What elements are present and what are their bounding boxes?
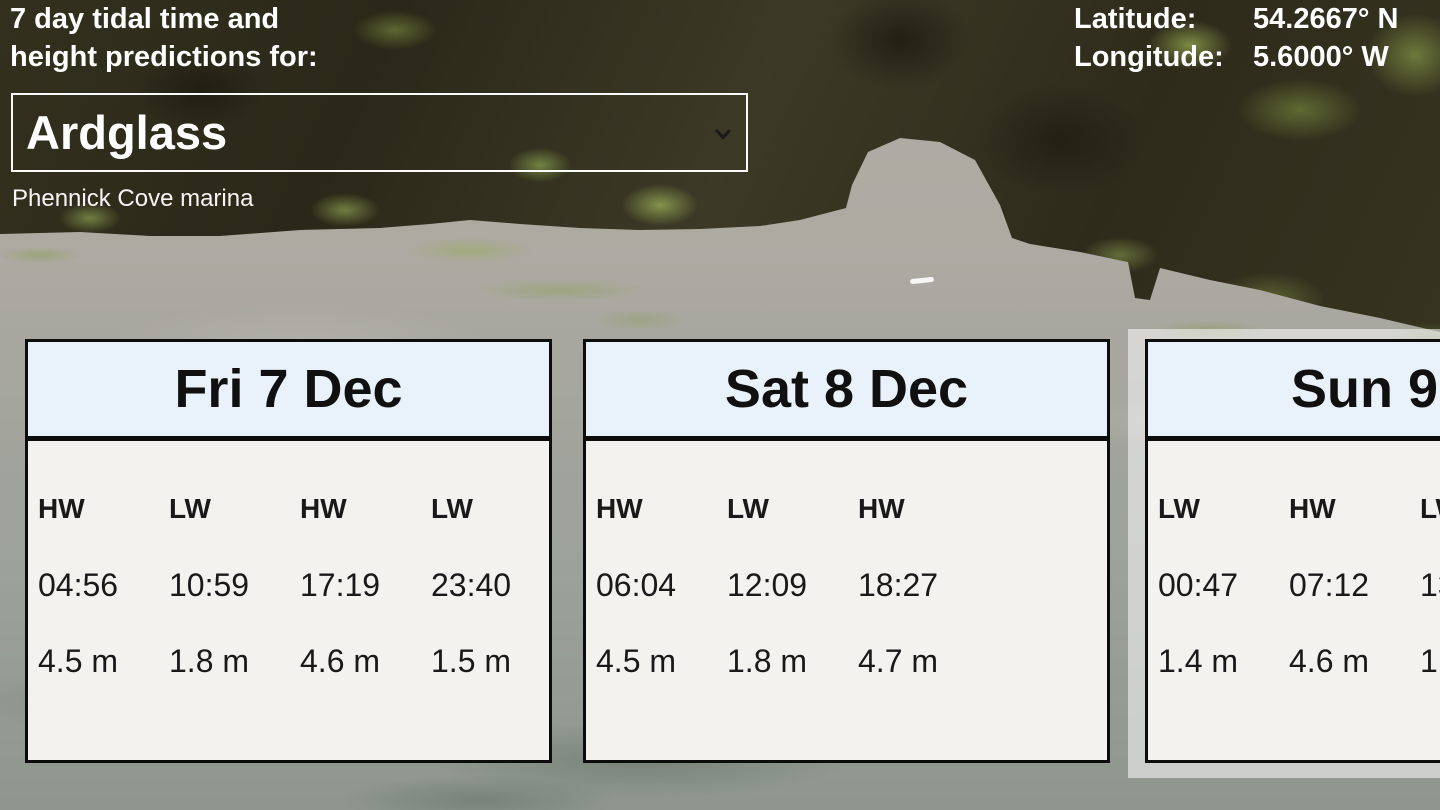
tide-card[interactable]: Sat 8 Dec HW LW HW 06:04 12:09 18:27 4.5… <box>583 339 1110 763</box>
tide-type-row: LW HW LW <box>1158 495 1440 523</box>
tide-height: 1.5 m <box>431 643 512 679</box>
tide-card[interactable]: Sun 9 LW HW LW 00:47 07:12 13 1.4 m 4.6 … <box>1145 339 1440 763</box>
tide-time: 00:47 <box>1158 567 1239 603</box>
station-dropdown-value: Ardglass <box>26 106 228 159</box>
coordinates: Latitude: 54.2667° N Longitude: 5.6000° … <box>1074 0 1398 76</box>
card-date-text: Sun 9 <box>1291 359 1439 419</box>
tide-height: 1.4 m <box>1158 643 1239 679</box>
tide-height: 1.8 m <box>169 643 250 679</box>
card-table: LW HW LW 00:47 07:12 13 1.4 m 4.6 m 1. <box>1148 441 1440 678</box>
tide-time: 23:40 <box>431 567 512 603</box>
tide-type: LW <box>1420 493 1440 524</box>
card-date: Sun 9 <box>1148 342 1440 441</box>
latitude-label: Latitude: <box>1074 3 1197 35</box>
tide-time: 06:04 <box>596 567 677 603</box>
tide-height: 1.8 m <box>727 643 808 679</box>
tide-height: 4.6 m <box>1289 643 1370 679</box>
tide-type: LW <box>431 493 473 524</box>
page-title-line1: 7 day tidal time and <box>10 3 280 35</box>
latitude-value: 54.2667° N <box>1253 3 1399 35</box>
tide-type: HW <box>38 493 85 524</box>
tide-height: 4.5 m <box>38 643 119 679</box>
card-table: HW LW HW LW 04:56 10:59 17:19 23:40 4.5 … <box>28 441 549 678</box>
tide-time: 04:56 <box>38 567 119 603</box>
station-subtitle: Phennick Cove marina <box>12 185 254 212</box>
tide-height-row: 4.5 m 1.8 m 4.6 m 1.5 m <box>38 645 549 677</box>
tide-time: 13 <box>1420 567 1440 603</box>
tide-height: 4.5 m <box>596 643 677 679</box>
tide-time-row: 00:47 07:12 13 <box>1158 569 1440 601</box>
tide-height: 4.7 m <box>858 643 939 679</box>
tide-card[interactable]: Fri 7 Dec HW LW HW LW 04:56 10:59 17:19 … <box>25 339 552 763</box>
tide-type: LW <box>169 493 211 524</box>
tide-type: HW <box>1289 493 1336 524</box>
tide-time-row: 06:04 12:09 18:27 <box>596 569 1107 601</box>
tide-type: HW <box>596 493 643 524</box>
tide-time-row: 04:56 10:59 17:19 23:40 <box>38 569 549 601</box>
longitude-value: 5.6000° W <box>1253 41 1389 73</box>
tide-type-row: HW LW HW <box>596 495 1107 523</box>
page-title: 7 day tidal time and height predictions … <box>10 0 318 76</box>
card-date: Sat 8 Dec <box>586 342 1107 441</box>
card-date-text: Fri 7 Dec <box>174 359 403 419</box>
station-dropdown[interactable]: Ardglass <box>11 93 748 172</box>
tide-time: 12:09 <box>727 567 808 603</box>
tide-height-row: 4.5 m 1.8 m 4.7 m <box>596 645 1107 677</box>
tide-time: 18:27 <box>858 567 939 603</box>
tide-type: LW <box>727 493 769 524</box>
tide-time: 17:19 <box>300 567 381 603</box>
page-title-line2: height predictions for: <box>10 41 318 73</box>
chevron-down-icon <box>714 128 732 140</box>
tide-height: 4.6 m <box>300 643 381 679</box>
card-table: HW LW HW 06:04 12:09 18:27 4.5 m 1.8 m 4… <box>586 441 1107 678</box>
card-date-text: Sat 8 Dec <box>724 359 969 419</box>
tide-type: LW <box>1158 493 1200 524</box>
tide-type: HW <box>300 493 347 524</box>
tide-type-row: HW LW HW LW <box>38 495 549 523</box>
tide-time: 10:59 <box>169 567 250 603</box>
longitude-label: Longitude: <box>1074 41 1224 73</box>
tide-time: 07:12 <box>1289 567 1370 603</box>
tide-height: 1. <box>1420 643 1440 679</box>
tide-type: HW <box>858 493 905 524</box>
card-date: Fri 7 Dec <box>28 342 549 441</box>
tide-height-row: 1.4 m 4.6 m 1. <box>1158 645 1440 677</box>
